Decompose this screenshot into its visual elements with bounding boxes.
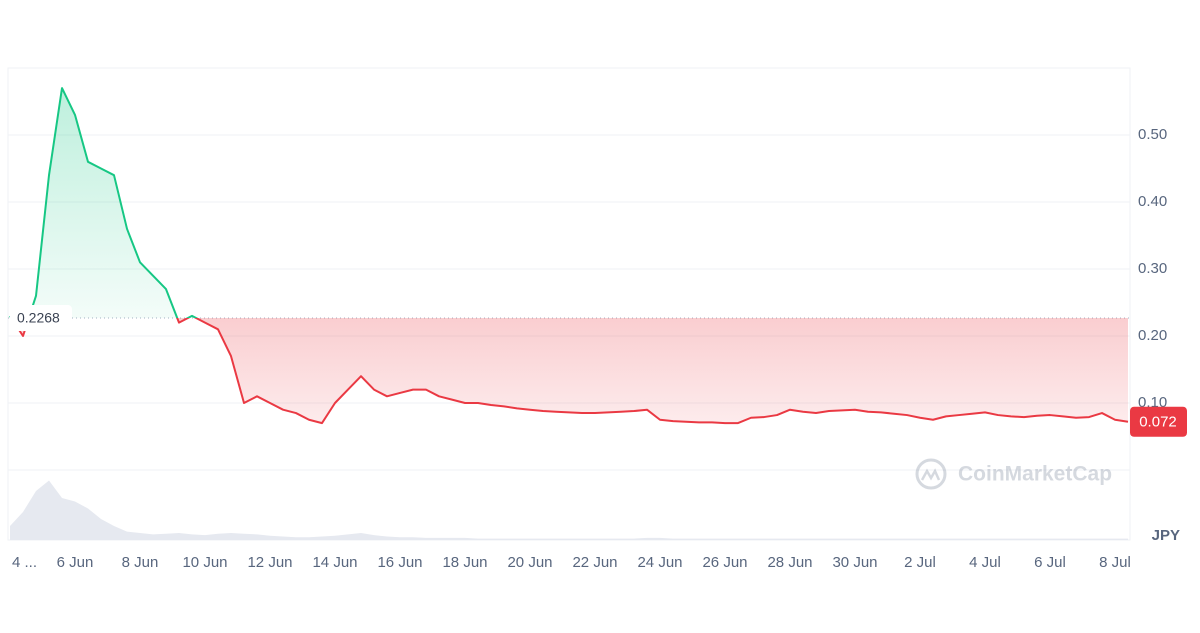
y-tick-label: 0.30 (1138, 260, 1167, 277)
x-tick-label: 24 Jun (637, 554, 682, 571)
currency-label: JPY (1152, 527, 1180, 544)
x-tick-label: 4 Jul (969, 554, 1001, 571)
price-area (10, 88, 1128, 424)
x-tick-label: 26 Jun (702, 554, 747, 571)
watermark-text: CoinMarketCap (958, 463, 1112, 486)
x-tick-label: 16 Jun (377, 554, 422, 571)
x-tick-label: 4 ... (12, 554, 37, 571)
x-tick-label: 6 Jun (57, 554, 94, 571)
x-tick-label: 22 Jun (572, 554, 617, 571)
x-tick-label: 8 Jul (1099, 554, 1131, 571)
watermark: CoinMarketCap (915, 458, 1112, 490)
y-tick-label: 0.40 (1138, 193, 1167, 210)
x-tick-label: 12 Jun (247, 554, 292, 571)
x-tick-label: 18 Jun (442, 554, 487, 571)
x-tick-label: 20 Jun (507, 554, 552, 571)
baseline-label-box (10, 305, 72, 332)
y-tick-label: 0.20 (1138, 327, 1167, 344)
x-tick-label: 10 Jun (182, 554, 227, 571)
y-tick-label: 0.50 (1138, 126, 1167, 143)
price-tag-label: 0.072 (1139, 414, 1177, 431)
price-line (9, 87, 1129, 425)
price-tag (1130, 406, 1187, 437)
x-tick-label: 6 Jul (1034, 554, 1066, 571)
x-tick-label: 14 Jun (312, 554, 357, 571)
x-tick-label: 28 Jun (767, 554, 812, 571)
baseline-label: 0.2268 (17, 310, 60, 326)
x-tick-label: 2 Jul (904, 554, 936, 571)
y-tick-label: 0.10 (1138, 394, 1167, 411)
volume-area (10, 480, 1128, 540)
x-tick-label: 30 Jun (832, 554, 877, 571)
x-tick-label: 8 Jun (122, 554, 159, 571)
